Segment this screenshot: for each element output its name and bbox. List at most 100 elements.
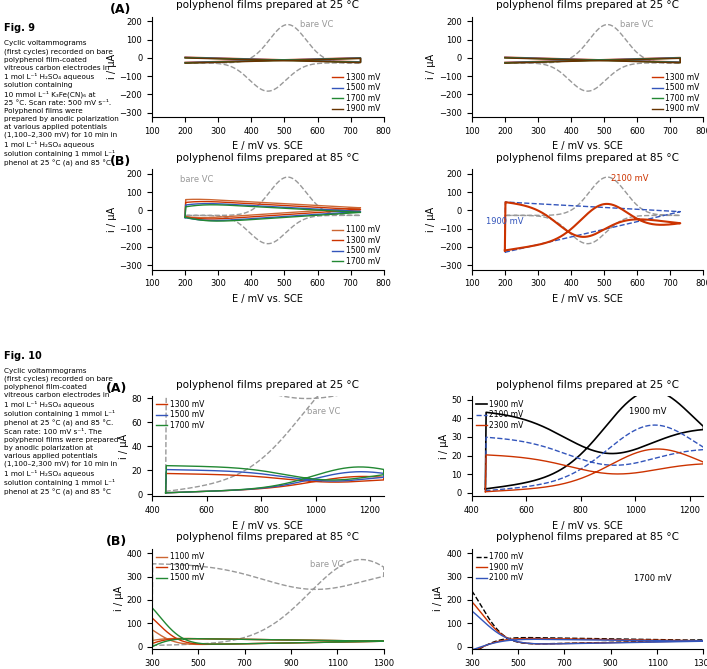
- 2100 mV: [571, 636, 579, 644]
- 2100 mV: [513, 636, 522, 644]
- X-axis label: E / mV vs. SCE: E / mV vs. SCE: [552, 520, 623, 531]
- 2300 mV: [660, 464, 668, 472]
- 2300 mV: [481, 488, 490, 496]
- Text: Fig. 9: Fig. 9: [4, 23, 35, 33]
- 1500 mV: [274, 482, 282, 490]
- 1500 mV: [181, 213, 189, 221]
- 2100 mV: [481, 487, 490, 495]
- Title: polyphenol films prepared at 85 °C: polyphenol films prepared at 85 °C: [496, 533, 679, 543]
- 1900 mV: [617, 205, 626, 213]
- 1300 mV: [359, 472, 368, 480]
- 1700 mV: [307, 474, 315, 482]
- 1700 mV: [467, 587, 476, 595]
- 2100 mV: [645, 216, 653, 224]
- 1300 mV: [271, 211, 280, 219]
- 1700 mV: [468, 649, 477, 657]
- 1500 mV: [239, 486, 247, 494]
- 1300 mV: [161, 489, 170, 497]
- Line: 1700 mV: 1700 mV: [165, 466, 384, 493]
- 1900 mV: [626, 447, 634, 455]
- 1700 mV: [588, 56, 596, 64]
- 1900 mV: [181, 54, 189, 62]
- Text: 1700 mV: 1700 mV: [634, 574, 672, 583]
- 1700 mV: [627, 635, 636, 643]
- 2100 mV: [679, 431, 688, 439]
- 2100 mV: [588, 458, 597, 466]
- 1500 mV: [501, 54, 509, 62]
- 2300 mV: [593, 467, 602, 475]
- 1900 mV: [660, 211, 668, 219]
- 1900 mV: [468, 648, 477, 656]
- 1700 mV: [181, 54, 189, 62]
- 1300 mV: [325, 204, 333, 212]
- Line: 1300 mV: 1300 mV: [185, 201, 361, 219]
- 1100 mV: [192, 195, 201, 203]
- 2300 mV: [653, 445, 662, 453]
- Line: 1900 mV: 1900 mV: [505, 202, 680, 252]
- 1500 mV: [267, 203, 276, 211]
- 1700 mV: [501, 54, 509, 62]
- 1700 mV: [591, 56, 600, 64]
- 1500 mV: [148, 603, 156, 611]
- 1500 mV: [295, 639, 303, 647]
- Text: bare VC: bare VC: [308, 407, 341, 416]
- X-axis label: E / mV vs. SCE: E / mV vs. SCE: [233, 520, 303, 531]
- 1500 mV: [262, 640, 270, 648]
- 1900 mV: [268, 56, 276, 64]
- 1300 mV: [162, 470, 170, 478]
- Text: (B): (B): [105, 535, 127, 547]
- 1300 mV: [341, 478, 349, 486]
- 1300 mV: [267, 201, 276, 209]
- 1500 mV: [271, 213, 280, 221]
- 1900 mV: [501, 59, 509, 67]
- 1300 mV: [161, 489, 170, 497]
- Text: Fig. 10: Fig. 10: [4, 351, 41, 361]
- Legend: 1300 mV, 1500 mV, 1700 mV, 1900 mV: 1300 mV, 1500 mV, 1700 mV, 1900 mV: [648, 70, 703, 116]
- Title: polyphenol films prepared at 25 °C: polyphenol films prepared at 25 °C: [176, 380, 359, 390]
- 1300 mV: [588, 56, 596, 64]
- Title: polyphenol films prepared at 25 °C: polyphenol films prepared at 25 °C: [176, 1, 359, 11]
- 1500 mV: [325, 205, 333, 213]
- 1500 mV: [203, 199, 211, 207]
- 1500 mV: [181, 59, 189, 67]
- 1900 mV: [481, 485, 490, 493]
- 2100 mV: [588, 231, 596, 240]
- 1300 mV: [307, 477, 315, 485]
- 1500 mV: [341, 209, 349, 217]
- Legend: 1100 mV, 1300 mV, 1500 mV: 1100 mV, 1300 mV, 1500 mV: [153, 549, 207, 585]
- 1500 mV: [340, 54, 349, 62]
- Line: 1700 mV: 1700 mV: [472, 591, 703, 653]
- 1700 mV: [297, 205, 305, 213]
- 1500 mV: [325, 58, 334, 66]
- 1700 mV: [161, 489, 170, 497]
- Line: 1500 mV: 1500 mV: [152, 607, 384, 646]
- 1700 mV: [660, 54, 668, 62]
- 1900 mV: [598, 639, 607, 647]
- 1100 mV: [271, 209, 280, 217]
- 1500 mV: [209, 217, 218, 225]
- 1700 mV: [325, 58, 334, 66]
- 2100 mV: [501, 246, 509, 254]
- 1300 mV: [148, 614, 156, 622]
- 1500 mV: [501, 59, 509, 67]
- 1300 mV: [501, 53, 509, 61]
- 2100 mV: [559, 474, 567, 482]
- 1500 mV: [297, 204, 305, 212]
- 2100 mV: [467, 607, 476, 615]
- Line: 1500 mV: 1500 mV: [185, 58, 361, 63]
- 1300 mV: [244, 213, 252, 221]
- 1300 mV: [340, 54, 349, 62]
- 2100 mV: [581, 640, 590, 648]
- 2100 mV: [660, 452, 668, 460]
- 1900 mV: [588, 446, 597, 454]
- 1700 mV: [341, 476, 349, 484]
- 1300 mV: [325, 57, 334, 65]
- 1300 mV: [279, 639, 288, 647]
- Text: 2100 mV: 2100 mV: [611, 175, 648, 183]
- 1500 mV: [269, 471, 278, 479]
- 1900 mV: [563, 58, 571, 66]
- 1700 mV: [239, 486, 247, 494]
- 2300 mV: [559, 480, 567, 488]
- 2100 mV: [598, 639, 607, 647]
- 2100 mV: [501, 246, 509, 254]
